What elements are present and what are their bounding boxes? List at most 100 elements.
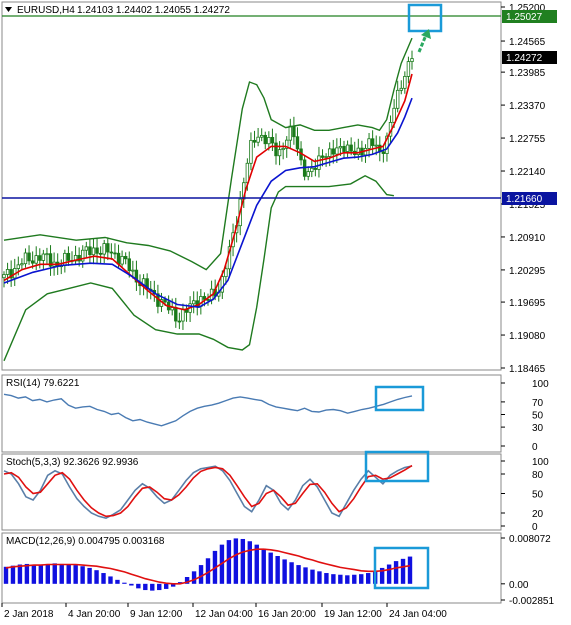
candle-body xyxy=(370,138,375,146)
macd-histogram-bar xyxy=(66,564,71,584)
macd-histogram-bar xyxy=(164,583,169,589)
price-tick-label: 1.22140 xyxy=(509,167,546,178)
candle-body xyxy=(77,254,81,262)
candle-body xyxy=(48,253,53,267)
rsi-tick-label: 70 xyxy=(532,398,544,409)
stoch-tick-label: 80 xyxy=(532,470,544,481)
macd-histogram-bar xyxy=(191,571,197,584)
candle-body xyxy=(335,147,339,155)
candle-body xyxy=(256,136,260,143)
rsi-tick-label: 100 xyxy=(532,379,549,390)
time-axis-label: 16 Jan 20:00 xyxy=(258,609,316,620)
target-highlight-box xyxy=(407,3,443,33)
price-tick-label: 1.21525 xyxy=(509,200,546,211)
candle-body xyxy=(66,252,71,261)
macd-highlight-box xyxy=(373,546,430,590)
price-tick-label: 1.20910 xyxy=(509,233,546,244)
macd-histogram-bar xyxy=(393,561,399,584)
candle-body xyxy=(399,87,403,91)
candle-body xyxy=(277,149,282,157)
price-tick-label: 1.20295 xyxy=(509,266,546,277)
candle-body xyxy=(134,269,139,283)
macd-tick-label: 0.008072 xyxy=(509,534,551,545)
candle-body xyxy=(95,247,99,254)
macd-histogram-bar xyxy=(247,541,252,584)
bollinger-upper-line xyxy=(3,37,413,271)
candle-body xyxy=(281,147,285,151)
macd-histogram-bar xyxy=(310,569,315,584)
candle-body xyxy=(16,264,21,269)
triangle-down-icon[interactable] xyxy=(5,7,12,12)
support-price-tag xyxy=(502,192,557,205)
macd-histogram-bar xyxy=(331,574,336,584)
candle-body xyxy=(116,252,121,265)
macd-histogram-bar xyxy=(226,540,232,584)
candle-body xyxy=(295,136,300,150)
candle-body xyxy=(267,137,271,145)
candle-body xyxy=(285,139,289,149)
macd-histogram-bar xyxy=(87,567,92,584)
ma-fast-line xyxy=(3,73,413,311)
resistance-price-tag xyxy=(502,10,557,23)
candle-body xyxy=(320,155,325,158)
resistance-price-label: 1.25027 xyxy=(506,12,543,23)
candle-body xyxy=(91,247,96,256)
stoch-tick-label: 50 xyxy=(532,490,544,501)
macd-histogram-bar xyxy=(177,582,183,584)
macd-histogram-bar xyxy=(345,575,350,584)
macd-histogram-bar xyxy=(115,579,120,584)
macd-histogram-bar xyxy=(386,564,392,584)
price-tick-label: 1.18465 xyxy=(509,364,546,375)
main-chart-layer xyxy=(2,37,414,362)
candle-body xyxy=(403,76,407,89)
macd-histogram-bar xyxy=(10,565,16,584)
candle-body xyxy=(220,276,225,293)
macd-histogram-bar xyxy=(101,573,106,584)
rsi-layer xyxy=(3,393,413,427)
stoch-main-line xyxy=(3,465,413,520)
candle-body xyxy=(109,251,114,254)
macd-histogram-bar xyxy=(108,576,113,584)
candle-body xyxy=(367,138,371,149)
macd-signal-line xyxy=(5,548,411,585)
candle-body xyxy=(106,243,110,253)
macd-histogram-bar xyxy=(261,548,266,584)
candle-body xyxy=(313,167,318,170)
stoch-layer xyxy=(3,464,413,520)
macd-histogram-bar xyxy=(289,562,294,584)
macd-panel-frame xyxy=(1,532,502,604)
candle-body xyxy=(206,298,210,301)
candle-body xyxy=(331,148,335,155)
stoch-title: Stoch(5,3,3) 92.3626 92.9936 xyxy=(6,457,139,468)
macd-histogram-bar xyxy=(254,544,259,584)
candle-body xyxy=(181,308,185,322)
candle-body xyxy=(63,252,67,267)
macd-layer xyxy=(3,538,413,591)
candle-body xyxy=(345,144,350,152)
candle-body xyxy=(120,256,124,265)
macd-histogram-bar xyxy=(205,558,211,584)
axes-layer: 1.25200 1.24565 1.23985 1.23370 1.22755 1.221… xyxy=(1,3,554,620)
macd-histogram-bar xyxy=(352,574,357,584)
macd-histogram-bar xyxy=(366,573,371,584)
price-tick-label: 1.25200 xyxy=(509,3,546,14)
rsi-highlight-box xyxy=(374,385,425,412)
macd-histogram-bar xyxy=(338,574,343,584)
macd-histogram-bar xyxy=(184,577,190,584)
time-axis-label: 12 Jan 04:00 xyxy=(195,609,253,620)
stoch-signal-line xyxy=(3,464,413,518)
candle-body xyxy=(177,320,182,323)
time-axis-label: 9 Jan 12:00 xyxy=(130,609,183,620)
macd-histogram-bar xyxy=(407,556,413,584)
macd-histogram-bar xyxy=(303,567,308,584)
up-arrow-icon xyxy=(417,34,428,53)
candle-body xyxy=(123,256,128,260)
stoch-highlight-box xyxy=(364,450,430,483)
macd-histogram-bar xyxy=(296,565,301,584)
candle-body xyxy=(342,145,346,152)
macd-histogram-bar xyxy=(233,538,239,584)
candle-body xyxy=(406,61,411,77)
macd-histogram-bar xyxy=(122,582,127,584)
macd-histogram-bar xyxy=(317,571,322,584)
